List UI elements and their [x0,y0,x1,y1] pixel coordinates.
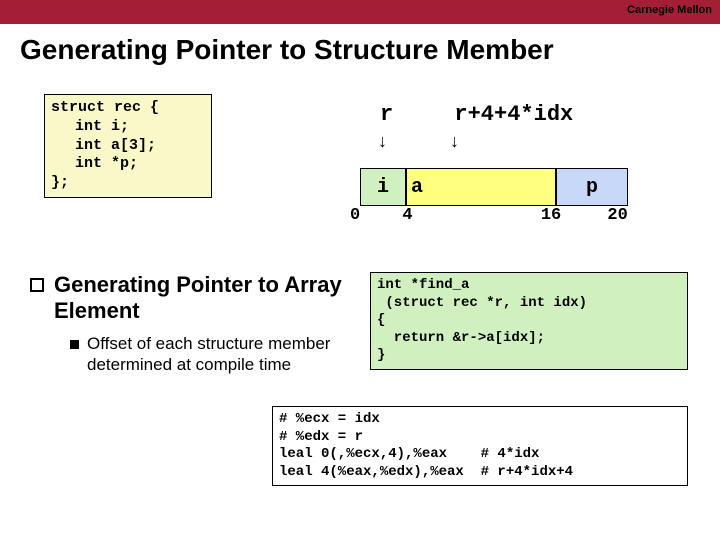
bullet-section: Generating Pointer to Array Element Offs… [30,272,360,375]
subbullet-text: Offset of each structure member determin… [87,333,360,376]
struct-code-box: struct rec { int i; int a[3]; int *p; }; [44,94,212,198]
struct-line: struct rec { [51,99,205,118]
asm-code-box: # %ecx = idx # %edx = r leal 0(,%ecx,4),… [272,406,688,486]
down-arrow-icon: ↓ [450,132,459,150]
bullet-square-icon [30,278,44,292]
mem-cell-i: i [360,168,406,206]
offset-0: 0 [350,206,360,225]
memory-layout: i a p [360,168,628,206]
pointer-labels: r r+4+4*idx [366,102,573,127]
struct-line: int a[3]; [51,137,205,156]
down-arrow-icon: ↓ [378,132,387,150]
c-code-box: int *find_a (struct rec *r, int idx) { r… [370,272,688,370]
offset-4: 4 [402,206,412,225]
ptr-expr: r+4+4*idx [454,102,573,127]
subbullet-square-icon [70,340,79,349]
brand-label: Carnegie Mellon [627,4,712,16]
offset-16: 16 [541,206,561,225]
mem-cell-p: p [556,168,628,206]
ptr-r: r [380,102,393,127]
struct-line: int i; [51,118,205,137]
mem-cell-a: a [406,168,556,206]
bullet-heading: Generating Pointer to Array Element [54,272,360,325]
offset-20: 20 [607,206,627,225]
slide-title: Generating Pointer to Structure Member [0,24,720,80]
struct-line: }; [51,174,205,193]
offset-labels: 0 4 16 20 [350,206,628,225]
header-bar: Carnegie Mellon [0,0,720,24]
struct-line: int *p; [51,155,205,174]
